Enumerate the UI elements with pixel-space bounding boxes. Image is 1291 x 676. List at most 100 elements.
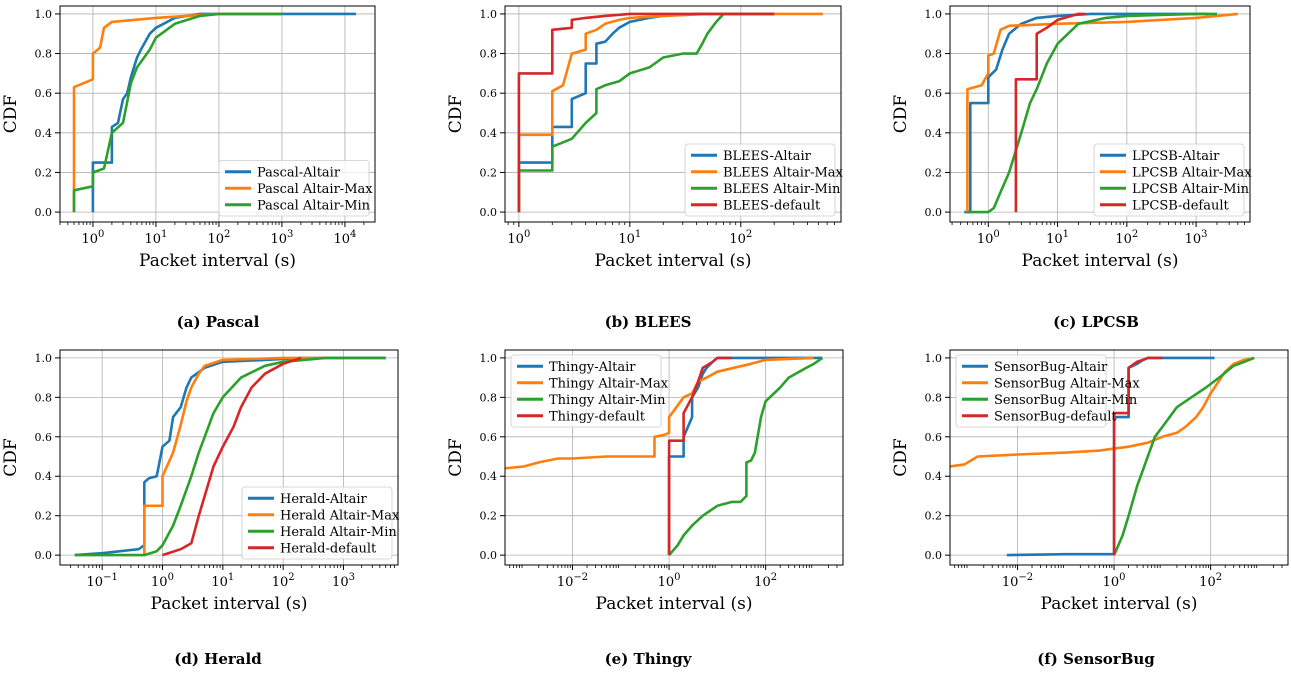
x-tick-label: 102 <box>207 229 230 247</box>
legend-label: Thingy Altair-Min <box>549 393 666 408</box>
y-tick-label: 0.4 <box>35 127 53 140</box>
legend-label: BLEES Altair-Max <box>723 165 844 180</box>
y-tick-label: 0.4 <box>925 470 943 483</box>
subfigure-caption: (f) SensorBug <box>1037 650 1155 668</box>
x-tick-label: 102 <box>729 229 752 247</box>
y-axis-label: CDF <box>1 438 21 477</box>
x-tick-label: 101 <box>618 229 641 247</box>
series-line <box>964 12 1209 214</box>
y-tick-label: 0.0 <box>35 206 53 219</box>
x-tick-label: 102 <box>272 572 295 590</box>
legend-label: SensorBug-default <box>994 409 1117 424</box>
x-tick-label: 100 <box>81 229 104 247</box>
subfigure-caption: (b) BLEES <box>605 313 692 331</box>
x-tick-label: 100 <box>1103 572 1126 590</box>
legend-label: Pascal Altair-Max <box>257 182 373 197</box>
series-line <box>1014 12 1086 213</box>
series-line <box>517 12 775 213</box>
legend-label: SensorBug Altair-Max <box>994 376 1140 391</box>
y-axis-label: CDF <box>891 438 911 477</box>
y-tick-label: 1.0 <box>35 8 53 21</box>
y-tick-label: 0.2 <box>480 510 498 523</box>
x-tick-label: 100 <box>977 229 1000 247</box>
y-tick-label: 0.4 <box>925 127 943 140</box>
x-tick-label: 103 <box>332 572 355 590</box>
y-tick-label: 0.0 <box>480 549 498 562</box>
series-line <box>517 12 775 213</box>
legend-label: BLEES Altair-Min <box>723 182 841 197</box>
axes-frame <box>59 349 399 566</box>
legend-box <box>218 160 370 217</box>
x-tick-label: 102 <box>754 572 777 590</box>
y-tick-label: 0.4 <box>480 127 498 140</box>
legend-label: Herald Altair-Min <box>280 525 397 540</box>
series-line <box>668 356 824 556</box>
chart-panel: 100 101 102 0.0 0.2 0.4 0.6 0.8 1.0 Packet interv… <box>446 5 844 331</box>
series-line <box>1112 356 1255 556</box>
y-tick-label: 0.6 <box>480 431 498 444</box>
chart-panel: 10−1 100 101 102 103 0.0 0.2 0.4 0.6 0.8 1.0 Packet… <box>1 349 400 668</box>
legend-label: SensorBug-Altair <box>994 360 1108 375</box>
y-axis-label: CDF <box>446 438 466 477</box>
series-line <box>504 356 814 470</box>
legend-label: BLEES-default <box>723 198 821 213</box>
axes-frame <box>59 5 376 223</box>
x-tick-label: 101 <box>211 572 234 590</box>
axes-frame <box>949 5 1251 223</box>
series-line <box>162 356 302 557</box>
legend-label: Herald-Altair <box>280 492 368 507</box>
legend-label: LPCSB-default <box>1132 198 1230 213</box>
series-line <box>72 12 282 213</box>
series-line <box>667 356 732 556</box>
x-tick-label: 103 <box>270 229 293 247</box>
x-axis-label: Packet interval (s) <box>139 251 296 271</box>
axes-frame <box>504 5 842 223</box>
subfigure-caption: (c) LPCSB <box>1053 313 1139 331</box>
y-tick-label: 0.8 <box>925 391 943 404</box>
axes-frame <box>504 349 844 566</box>
subfigure-caption: (e) Thingy <box>605 650 693 668</box>
x-axis-label: Packet interval (s) <box>596 594 753 614</box>
x-tick-label: 100 <box>151 572 174 590</box>
x-tick-label: 101 <box>1046 229 1069 247</box>
series-line <box>143 356 326 556</box>
y-tick-label: 0.4 <box>35 470 53 483</box>
legend-box <box>241 486 393 560</box>
legend-label: Herald-default <box>280 541 377 556</box>
legend-box <box>510 354 662 428</box>
grid <box>60 6 375 222</box>
legend-label: Pascal Altair-Min <box>257 198 371 213</box>
y-axis-label: CDF <box>1 95 21 134</box>
y-tick-label: 1.0 <box>925 8 943 21</box>
chart-panel: 100 101 102 103 104 0.0 0.2 0.4 0.6 0.8 1.0 Packet … <box>1 5 376 331</box>
y-tick-label: 0.2 <box>35 166 53 179</box>
series-line <box>74 356 386 557</box>
series-line <box>967 12 1217 214</box>
series-line <box>1112 356 1163 556</box>
y-tick-label: 0.0 <box>480 206 498 219</box>
y-tick-label: 0.4 <box>480 470 498 483</box>
y-tick-label: 1.0 <box>925 352 943 365</box>
chart-panel: 100 101 102 103 0.0 0.2 0.4 0.6 0.8 1.0 Packet int… <box>891 5 1252 331</box>
y-tick-label: 0.2 <box>925 166 943 179</box>
y-axis-label: CDF <box>446 95 466 134</box>
x-tick-label: 101 <box>144 229 167 247</box>
legend-box <box>955 354 1107 428</box>
legend-box <box>1093 143 1245 217</box>
legend-label: SensorBug Altair-Min <box>994 393 1138 408</box>
x-axis-label: Packet interval (s) <box>151 594 308 614</box>
y-tick-label: 0.2 <box>925 510 943 523</box>
y-tick-label: 0.8 <box>35 48 53 61</box>
y-tick-label: 0.8 <box>35 391 53 404</box>
series-line <box>72 12 282 213</box>
y-tick-label: 0.2 <box>480 166 498 179</box>
chart-panel: 10−2 100 102 0.0 0.2 0.4 0.6 0.8 1.0 Packet inter… <box>446 349 844 668</box>
legend-label: Herald Altair-Max <box>280 508 400 523</box>
y-tick-label: 0.6 <box>480 87 498 100</box>
